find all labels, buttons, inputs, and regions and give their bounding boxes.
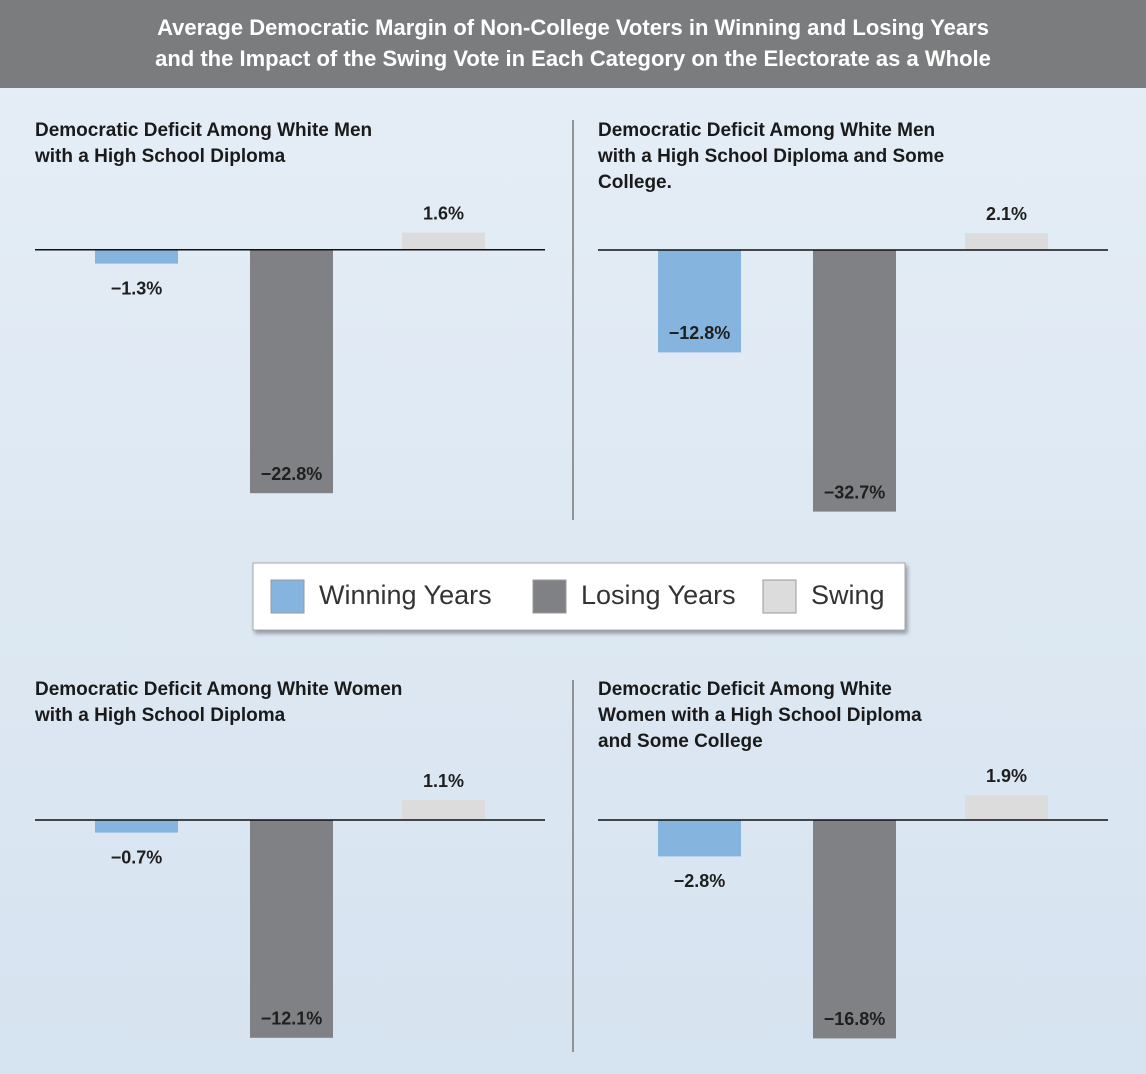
bar <box>965 233 1048 250</box>
bar <box>813 250 896 512</box>
panel-title: Women with a High School Diploma <box>598 705 922 726</box>
panel-title: with a High School Diploma <box>34 146 286 167</box>
chart-title: and the Impact of the Swing Vote in Each… <box>155 46 991 71</box>
bar <box>95 820 178 833</box>
chart-title: Average Democratic Margin of Non-College… <box>157 15 989 40</box>
bar <box>250 249 333 494</box>
value-label: −32.7% <box>824 482 886 502</box>
legend-label: Losing Years <box>581 580 736 610</box>
value-label: 1.1% <box>423 771 464 791</box>
panel-title: Democratic Deficit Among White Men <box>598 120 935 141</box>
value-label: 2.1% <box>986 204 1027 224</box>
bar <box>813 820 896 1039</box>
bar <box>658 820 741 857</box>
bar <box>658 250 741 353</box>
legend-label: Swing <box>811 580 885 610</box>
bar <box>402 800 485 820</box>
panel-title: with a High School Diploma and Some <box>597 146 944 167</box>
legend-label: Winning Years <box>319 580 492 610</box>
panel-title: and Some College <box>598 731 763 752</box>
legend-swatch <box>762 579 797 614</box>
value-label: −2.8% <box>674 871 726 891</box>
value-label: 1.9% <box>986 766 1027 786</box>
value-label: −12.1% <box>261 1009 323 1029</box>
legend-swatch <box>532 579 567 614</box>
bar <box>250 820 333 1038</box>
panel-title: with a High School Diploma <box>34 705 286 726</box>
value-label: 1.6% <box>423 203 464 223</box>
bar <box>965 795 1048 820</box>
bar <box>402 232 485 250</box>
panel-title: Democratic Deficit Among White <box>598 679 892 700</box>
value-label: −12.8% <box>669 323 731 343</box>
legend-swatch <box>270 579 305 614</box>
panel-title: Democratic Deficit Among White Men <box>35 120 372 141</box>
panel-title: College. <box>598 172 672 193</box>
value-label: −16.8% <box>824 1009 886 1029</box>
header-band <box>0 0 1146 88</box>
value-label: −22.8% <box>261 464 323 484</box>
bar <box>95 249 178 264</box>
panel-title: Democratic Deficit Among White Women <box>35 679 402 700</box>
value-label: −1.3% <box>111 278 163 298</box>
value-label: −0.7% <box>111 847 163 867</box>
